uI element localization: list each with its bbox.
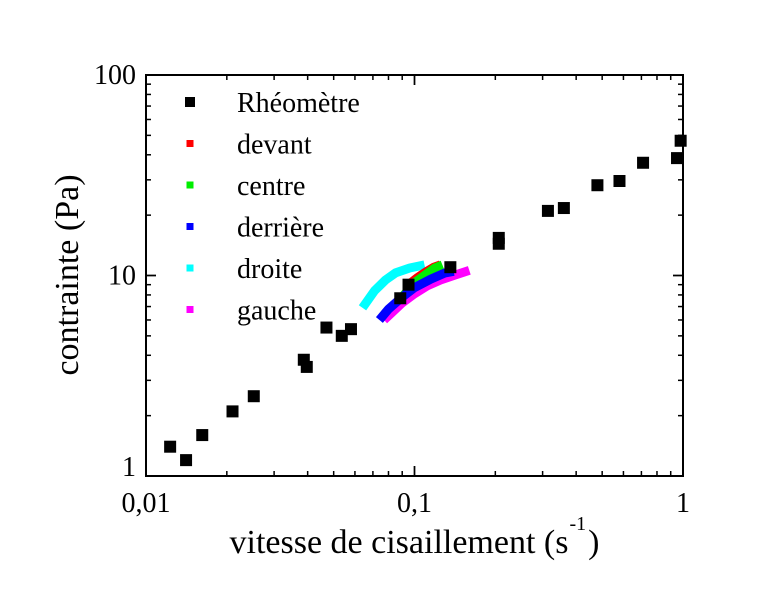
legend-marker bbox=[185, 97, 195, 107]
data-marks bbox=[164, 134, 687, 467]
data-point-rheometre bbox=[613, 175, 626, 188]
x-tick-label: 1 bbox=[676, 488, 690, 519]
data-point-rheometre bbox=[247, 390, 260, 403]
legend: Rhéomètre devant centre derrière droite gauch… bbox=[185, 88, 360, 327]
legend-label: centre bbox=[237, 171, 305, 202]
legend-marker bbox=[186, 181, 194, 189]
data-point-rheometre bbox=[591, 179, 604, 192]
data-point-rheometre bbox=[394, 292, 407, 305]
y-tick-label: 1 bbox=[122, 452, 136, 483]
legend-marker bbox=[186, 223, 194, 230]
legend-marker bbox=[186, 306, 194, 313]
y-tick-label: 10 bbox=[108, 261, 136, 292]
x-axis-label-end: ) bbox=[588, 524, 599, 561]
data-point-rheometre bbox=[335, 329, 348, 342]
data-point-rheometre bbox=[180, 454, 193, 467]
legend-label: Rhéomètre bbox=[237, 88, 360, 119]
plot-frame bbox=[145, 74, 684, 477]
y-axis-label: contrainte (Pa) bbox=[49, 174, 86, 375]
data-point-rheometre bbox=[226, 405, 239, 418]
legend-label: gauche bbox=[237, 296, 316, 327]
y-tick-label: 100 bbox=[94, 60, 136, 91]
data-point-rheometre bbox=[344, 323, 357, 336]
legend-label: droite bbox=[237, 254, 302, 285]
data-point-rheometre bbox=[196, 429, 209, 442]
legend-label: devant bbox=[237, 130, 312, 161]
data-point-rheometre bbox=[557, 202, 570, 215]
x-axis-label: vitesse de cisaillement (s bbox=[230, 524, 569, 561]
legend-marker bbox=[186, 264, 194, 272]
data-point-rheometre bbox=[320, 321, 333, 334]
data-point-rheometre bbox=[637, 156, 650, 169]
tick-labels: 0,01 0,1 1 1 10 100 bbox=[94, 60, 690, 519]
x-axis-label-superscript: -1 bbox=[569, 513, 586, 535]
data-point-rheometre bbox=[674, 134, 687, 147]
x-tick-label: 0,01 bbox=[122, 488, 171, 519]
data-point-rheometre bbox=[671, 152, 684, 165]
series-droite-curve bbox=[358, 260, 426, 311]
x-tick-label: 0,1 bbox=[397, 488, 432, 519]
data-point-rheometre bbox=[492, 237, 505, 250]
data-point-rheometre bbox=[402, 278, 415, 291]
data-point-rheometre bbox=[164, 440, 177, 453]
legend-label: derrière bbox=[237, 213, 324, 244]
data-point-rheometre bbox=[444, 261, 457, 274]
data-point-rheometre bbox=[541, 204, 554, 217]
legend-marker bbox=[186, 140, 194, 147]
data-point-rheometre bbox=[300, 360, 313, 373]
